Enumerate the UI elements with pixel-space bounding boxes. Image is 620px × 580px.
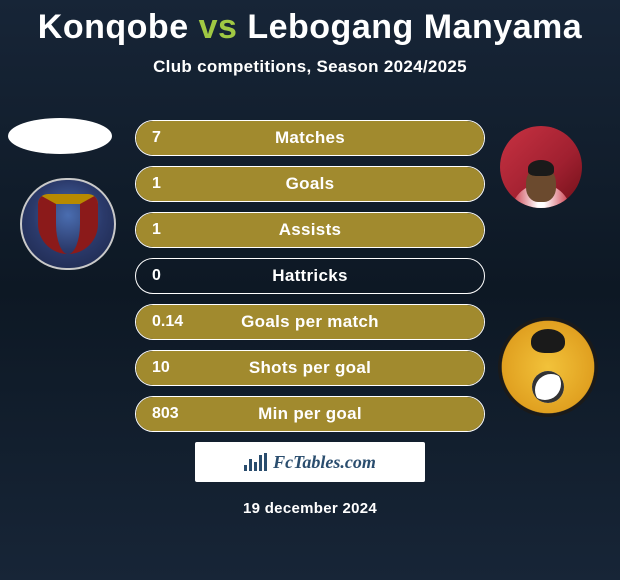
date-label: 19 december 2024 bbox=[0, 500, 620, 517]
avatar-head bbox=[526, 166, 556, 202]
player1-avatar bbox=[8, 118, 112, 154]
stat-label: Goals bbox=[136, 167, 484, 201]
stat-row-goals-per-match: 0.14 Goals per match bbox=[135, 304, 485, 340]
stat-label: Matches bbox=[136, 121, 484, 155]
title: Konqobe vs Lebogang Manyama bbox=[0, 0, 620, 47]
player2-club-badge bbox=[498, 317, 598, 417]
stat-label: Hattricks bbox=[136, 259, 484, 293]
chief-head-icon bbox=[531, 329, 565, 353]
stat-label: Assists bbox=[136, 213, 484, 247]
player1-club-badge bbox=[20, 178, 116, 270]
vs-separator: vs bbox=[199, 8, 238, 46]
bars-icon bbox=[244, 453, 267, 471]
stat-row-hattricks: 0 Hattricks bbox=[135, 258, 485, 294]
stats-container: 7 Matches 1 Goals 1 Assists 0 Hattricks … bbox=[135, 120, 485, 442]
stat-row-min-per-goal: 803 Min per goal bbox=[135, 396, 485, 432]
player2-name: Lebogang Manyama bbox=[247, 8, 582, 46]
stat-row-shots-per-goal: 10 Shots per goal bbox=[135, 350, 485, 386]
subtitle: Club competitions, Season 2024/2025 bbox=[0, 57, 620, 77]
player2-avatar bbox=[500, 126, 582, 208]
stat-row-matches: 7 Matches bbox=[135, 120, 485, 156]
watermark-text: FcTables.com bbox=[273, 452, 376, 473]
shield-icon bbox=[38, 194, 98, 254]
comparison-card: Konqobe vs Lebogang Manyama Club competi… bbox=[0, 0, 620, 580]
stat-row-assists: 1 Assists bbox=[135, 212, 485, 248]
watermark-fctables: FcTables.com bbox=[195, 442, 425, 482]
stat-row-goals: 1 Goals bbox=[135, 166, 485, 202]
stat-label: Shots per goal bbox=[136, 351, 484, 385]
stat-label: Min per goal bbox=[136, 397, 484, 431]
player1-name: Konqobe bbox=[38, 8, 189, 46]
stat-label: Goals per match bbox=[136, 305, 484, 339]
